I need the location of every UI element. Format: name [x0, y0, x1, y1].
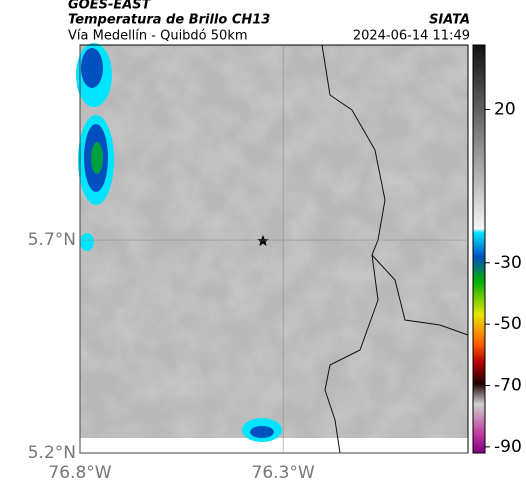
y-tick-label: 5.7°N: [28, 230, 76, 250]
colorbar-tick-label: -90: [494, 437, 522, 457]
colorbar-tick-label: 20: [494, 99, 516, 119]
x-tick-label: 76.3°W: [252, 463, 315, 483]
source: SIATA: [429, 13, 470, 28]
satellite: GOES-EAST: [68, 0, 152, 13]
colorbar: [472, 44, 486, 454]
location: Vía Medellín - Quibdó 50km: [68, 29, 248, 44]
x-tick-label: 76.8°W: [48, 463, 111, 483]
colorbar-tick-label: -30: [494, 253, 522, 273]
y-tick-label: 5.2°N: [28, 443, 76, 463]
colorbar-tick-label: -70: [494, 376, 522, 396]
product: Temperatura de Brillo CH13: [68, 13, 270, 28]
satellite-image: [76, 43, 469, 454]
datetime: 2024-06-14 11:49: [353, 29, 470, 44]
colorbar-tick-label: -50: [494, 314, 522, 334]
